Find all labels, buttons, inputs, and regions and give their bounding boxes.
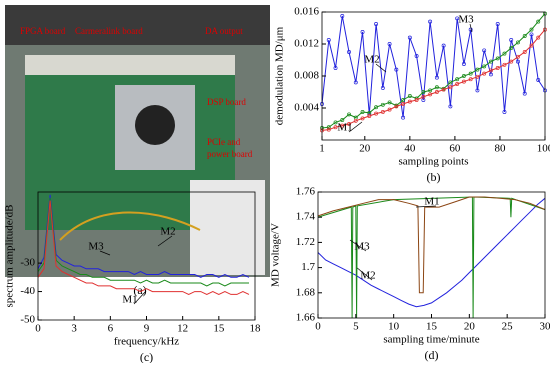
x-axis-label: sampling points bbox=[399, 156, 469, 168]
series-label: M2 bbox=[360, 270, 375, 282]
series-line bbox=[322, 14, 545, 128]
y-tick-label: 1.76 bbox=[296, 186, 316, 198]
fan bbox=[135, 105, 175, 145]
x-tick-label: 100 bbox=[537, 143, 550, 155]
x-tick-label: 25 bbox=[502, 321, 514, 333]
series-label: M3 bbox=[354, 241, 370, 253]
y-tick-label: 1.74 bbox=[296, 211, 316, 223]
y-axis-label: spectrum amplitude/dB bbox=[4, 205, 16, 308]
y-tick-label: 1.66 bbox=[296, 312, 316, 324]
series-label: M1 bbox=[424, 196, 439, 208]
x-tick-label: 3 bbox=[71, 323, 77, 335]
y-tick-label: -30 bbox=[20, 257, 35, 269]
y-tick-label: -40 bbox=[20, 285, 35, 297]
series-label: M2 bbox=[364, 54, 379, 66]
series-label: M2 bbox=[160, 226, 175, 238]
chart: M2 M3 M1 0 5 10 15 20 25 30 1.66 1.68 1.7 1.72 1.74 1.7… bbox=[270, 186, 550, 362]
x-tick-label: 0 bbox=[315, 321, 321, 333]
chart: M2 M3 M1 1 20 40 60 80 100 0.004 0.008 0.012 0.016 sa… bbox=[274, 6, 550, 184]
series-line bbox=[322, 16, 545, 118]
x-tick-label: 20 bbox=[359, 143, 371, 155]
y-axis-label: demodulation MD/μm bbox=[274, 26, 286, 125]
x-tick-label: 12 bbox=[177, 323, 188, 335]
y-tick-label: 0.012 bbox=[294, 38, 319, 50]
series-line bbox=[318, 197, 545, 318]
series-label: M1 bbox=[122, 294, 137, 306]
series-label: M3 bbox=[458, 14, 474, 26]
x-tick-label: 1 bbox=[319, 143, 325, 155]
caption: (c) bbox=[140, 350, 153, 363]
x-tick-label: 10 bbox=[388, 321, 400, 333]
photo-label: DSP board bbox=[207, 97, 246, 107]
photo-label: DA output bbox=[205, 26, 243, 36]
x-axis-label: frequency/kHz bbox=[114, 336, 179, 348]
x-tick-label: 5 bbox=[353, 321, 359, 333]
photo-shade bbox=[5, 5, 270, 45]
caption: (b) bbox=[427, 170, 441, 184]
photo-label: power board bbox=[207, 149, 253, 159]
x-tick-label: 80 bbox=[494, 143, 506, 155]
y-tick-label: 1.68 bbox=[296, 286, 316, 298]
enclosure bbox=[190, 180, 265, 275]
x-tick-label: 18 bbox=[250, 323, 262, 335]
y-tick-label: 1.72 bbox=[296, 236, 315, 248]
photo-label: Carmeralink board bbox=[75, 26, 143, 36]
x-axis-label: sampling time/minute bbox=[383, 334, 479, 346]
x-tick-label: 60 bbox=[449, 143, 461, 155]
photo-label: FPGA board bbox=[20, 26, 66, 36]
x-tick-label: 40 bbox=[404, 143, 416, 155]
y-tick-label: 0.016 bbox=[294, 6, 319, 18]
x-tick-label: 30 bbox=[540, 321, 550, 333]
y-tick-label: -50 bbox=[20, 314, 35, 326]
y-tick-label: 0.008 bbox=[294, 70, 319, 82]
x-tick-label: 20 bbox=[464, 321, 476, 333]
x-tick-label: 15 bbox=[426, 321, 438, 333]
y-tick-label: 0.004 bbox=[294, 102, 319, 114]
y-tick-label: 1.7 bbox=[301, 261, 315, 273]
x-tick-label: 0 bbox=[35, 323, 41, 335]
x-tick-label: 6 bbox=[108, 323, 114, 335]
series-label: M1 bbox=[337, 122, 352, 134]
y-axis-label: MD voltage/V bbox=[270, 223, 282, 287]
connector-strip bbox=[25, 55, 235, 75]
x-tick-label: 15 bbox=[213, 323, 225, 335]
x-tick-label: 9 bbox=[144, 323, 150, 335]
series-label: M3 bbox=[88, 241, 104, 253]
caption: (d) bbox=[425, 348, 439, 362]
photo-label: PCIe and bbox=[207, 137, 241, 147]
